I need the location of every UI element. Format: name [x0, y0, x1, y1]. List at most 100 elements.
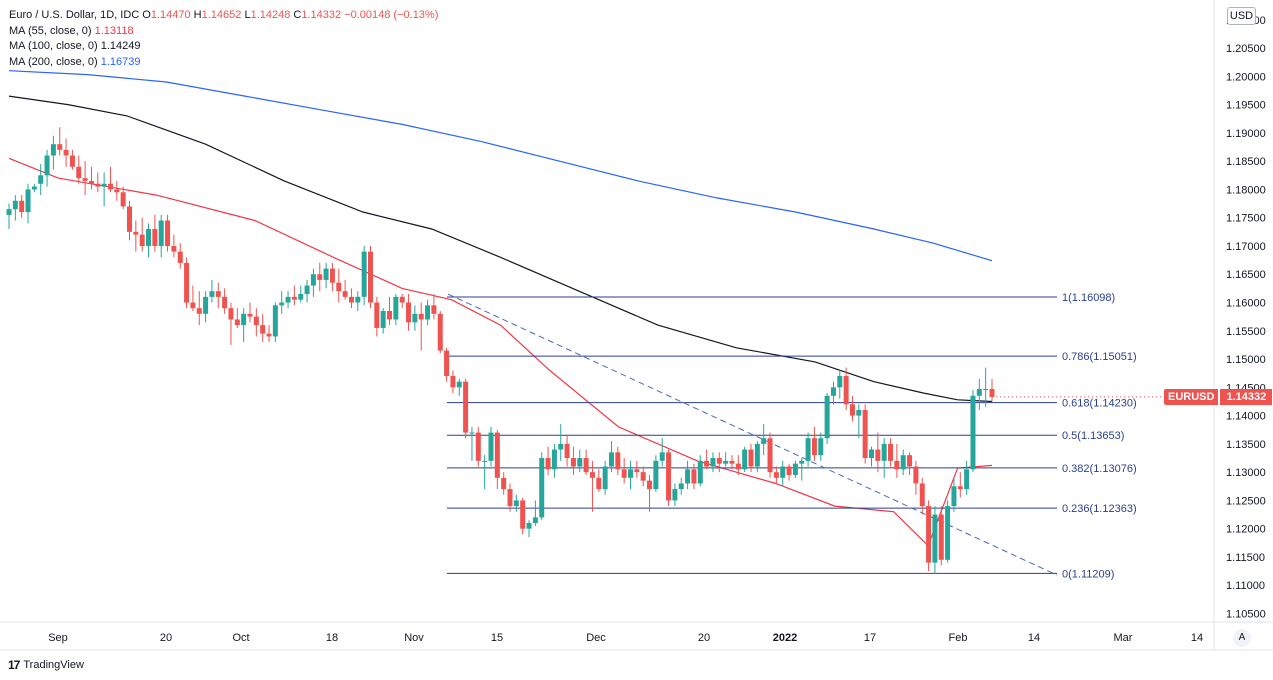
candle-body	[456, 381, 462, 388]
y-tick-label: 1.19000	[1226, 128, 1266, 140]
candle-body	[507, 489, 513, 507]
candle-body	[520, 500, 526, 529]
candle-body	[596, 477, 602, 490]
y-tick-label: 1.16500	[1226, 269, 1266, 281]
candle-body	[869, 449, 875, 459]
tradingview-brand[interactable]: 17 TradingView	[8, 658, 84, 672]
candle-body	[184, 262, 190, 303]
candle-body	[463, 381, 469, 433]
candle-body	[19, 200, 25, 213]
candle-body	[6, 209, 12, 215]
candle-body	[57, 144, 63, 150]
legend-symbol: Euro / U.S. Dollar, 1D, IDC	[9, 9, 140, 21]
y-tick-label: 1.10500	[1226, 609, 1266, 621]
candle-body	[12, 200, 18, 210]
candle-body	[88, 180, 94, 184]
currency-selector[interactable]: USD	[1227, 7, 1256, 25]
trend-line	[447, 293, 1058, 576]
candle-body	[805, 438, 811, 461]
legend-ma200-row: MA (200, close, 0) 1.16739	[9, 55, 438, 71]
candle-body	[919, 483, 925, 507]
x-tick-label: 18	[326, 632, 338, 644]
candle-body	[653, 460, 659, 490]
candle-body	[558, 443, 564, 450]
candle-body	[393, 296, 399, 320]
candle-body	[691, 469, 697, 484]
legend-low-label: L	[244, 9, 251, 21]
x-tick-label: Nov	[404, 632, 424, 644]
ma55-line	[8, 157, 993, 547]
candle-body	[634, 469, 640, 473]
candle-body	[444, 350, 450, 377]
candle-body	[716, 458, 722, 464]
candle-body	[849, 404, 855, 416]
fib-level-label: 0.786(1.15051)	[1062, 351, 1137, 363]
candle-body	[494, 432, 500, 478]
candle-body	[786, 466, 792, 475]
candle-body	[742, 449, 748, 470]
candle-body	[348, 296, 354, 303]
x-tick-label: Feb	[949, 632, 968, 644]
x-tick-label: 2022	[773, 632, 797, 644]
candle-body	[374, 302, 380, 328]
candle-body	[685, 469, 691, 484]
candle-body	[329, 268, 335, 283]
candle-body	[177, 251, 183, 263]
last-price-tag: EURUSD 1.14332	[1164, 388, 1273, 405]
candle-body	[907, 455, 913, 467]
candle-body	[101, 183, 107, 187]
candle-body	[146, 229, 152, 246]
candle-body	[900, 455, 906, 470]
fib-level-label: 1(1.16098)	[1062, 292, 1115, 304]
y-tick-label: 1.18000	[1226, 184, 1266, 196]
candle-body	[932, 514, 938, 563]
legend-ma200-value: 1.16739	[100, 55, 141, 68]
candle-body	[957, 486, 963, 490]
candle-body	[818, 438, 824, 456]
y-tick-label: 1.13000	[1226, 467, 1266, 479]
candle-body	[513, 500, 519, 507]
candle-body	[564, 443, 570, 459]
x-tick-label: 14	[1191, 632, 1203, 644]
candle-body	[621, 469, 627, 478]
candle-body	[964, 469, 970, 490]
candle-body	[729, 460, 735, 464]
y-tick-label: 1.11500	[1226, 552, 1265, 564]
candle-body	[602, 466, 608, 490]
candle-body	[748, 449, 754, 467]
candle-body	[608, 452, 614, 467]
candle-body	[342, 291, 348, 297]
candle-body	[704, 460, 710, 467]
candle-body	[272, 305, 278, 337]
candle-body	[38, 175, 44, 184]
candle-body	[615, 452, 621, 470]
candle-body	[843, 376, 849, 405]
y-tick-label: 1.15000	[1226, 354, 1266, 366]
candle-body	[361, 251, 367, 297]
x-tick-label: 17	[864, 632, 876, 644]
x-tick-label: Dec	[586, 632, 606, 644]
candle-body	[640, 472, 646, 481]
chart-legend: Euro / U.S. Dollar, 1D, IDC O1.14470 H1.…	[9, 8, 438, 70]
candle-body	[412, 313, 418, 323]
candle-body	[976, 389, 982, 396]
candle-body	[811, 438, 817, 456]
y-tick-label: 1.12500	[1226, 495, 1266, 507]
candle-body	[945, 506, 951, 560]
candle-body	[437, 313, 443, 351]
candle-body	[926, 506, 932, 563]
candle-body	[82, 178, 88, 181]
candle-body	[761, 438, 767, 444]
auto-scale-button[interactable]: A	[1233, 629, 1251, 647]
legend-ma55-row: MA (55, close, 0) 1.13118	[9, 24, 438, 40]
candle-body	[628, 469, 634, 478]
candle-body	[25, 189, 31, 213]
legend-ma55-label: MA (55, close, 0)	[9, 24, 92, 37]
x-tick-label: 20	[160, 632, 172, 644]
candle-body	[209, 291, 215, 297]
y-tick-label: 1.19500	[1226, 100, 1266, 112]
candle-body	[666, 452, 672, 501]
candle-body	[31, 186, 37, 190]
candle-body	[165, 220, 171, 246]
